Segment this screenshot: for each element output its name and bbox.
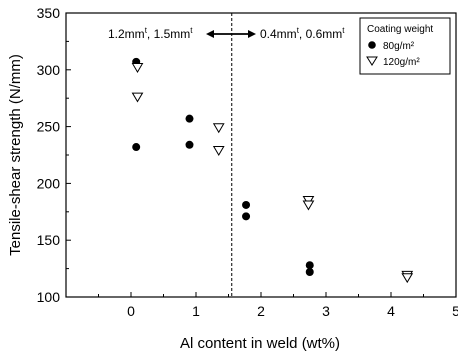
annotation-right-thickness-2: 0.6mm xyxy=(306,27,343,41)
legend-label-120: 120g/m² xyxy=(383,57,420,68)
annotation-left-thickness-1: 1.2mm xyxy=(108,27,145,41)
y-tick-label: 300 xyxy=(37,62,61,78)
annotation-left-sup-2: t xyxy=(190,26,193,35)
legend-title: Coating weight xyxy=(367,24,433,35)
annotation-left-thickness-2: 1.5mm xyxy=(154,27,191,41)
annotation-right: 0.4mmt, 0.6mmt xyxy=(260,26,345,41)
y-axis-label: Tensile-shear strength (N/mm) xyxy=(7,54,24,256)
annotation-left-sup-1: t xyxy=(145,26,148,35)
x-tick-label: 0 xyxy=(127,303,135,319)
x-axis-label: Al content in weld (wt%) xyxy=(180,335,340,352)
legend-marker-80 xyxy=(368,41,376,49)
annotation-right-thickness-1: 0.4mm xyxy=(260,27,297,41)
point-80g xyxy=(185,114,194,123)
point-120g xyxy=(401,273,414,284)
legend-label-80: 80g/m² xyxy=(383,41,415,52)
annotation-left-sep: , xyxy=(147,27,154,41)
y-tick-label: 250 xyxy=(37,119,61,135)
point-120g xyxy=(131,63,144,74)
x-tick-label: 2 xyxy=(257,303,265,319)
y-tick-label: 350 xyxy=(37,5,61,21)
point-80g xyxy=(132,143,141,152)
y-tick-label: 200 xyxy=(37,175,61,191)
x-ticks: 0 1 2 3 4 5 xyxy=(98,292,458,319)
legend: Coating weight 80g/m² 120g/m² xyxy=(359,17,451,75)
x-tick-label: 4 xyxy=(387,303,395,319)
point-80g xyxy=(242,200,251,209)
x-tick-label: 1 xyxy=(192,303,200,319)
point-80g xyxy=(305,261,314,270)
x-tick-label: 3 xyxy=(322,303,330,319)
point-80g xyxy=(242,212,251,221)
point-80g xyxy=(305,268,314,277)
y-tick-label: 100 xyxy=(37,289,61,305)
point-120g xyxy=(131,92,144,103)
annotation-right-sup-2: t xyxy=(342,26,345,35)
annotation-left: 1.2mmt, 1.5mmt xyxy=(108,26,193,41)
data-points xyxy=(131,57,414,284)
annotation-right-sep: , xyxy=(299,27,306,41)
y-ticks: 100 150 200 250 300 350 xyxy=(37,5,71,305)
point-80g xyxy=(185,140,194,149)
point-120g xyxy=(302,200,315,211)
point-120g xyxy=(212,145,225,156)
annotation-right-sup-1: t xyxy=(297,26,300,35)
y-tick-label: 150 xyxy=(37,232,61,248)
x-tick-label: 5 xyxy=(452,303,458,319)
point-120g xyxy=(212,123,225,134)
legend-marker-120 xyxy=(366,56,378,66)
double-arrow-icon xyxy=(206,30,256,38)
